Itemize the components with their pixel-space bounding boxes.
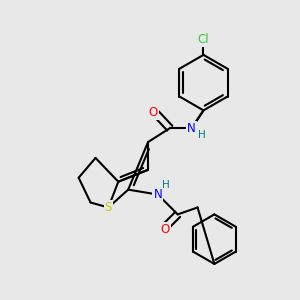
Text: H: H <box>162 180 170 190</box>
Text: N: N <box>187 122 196 135</box>
Text: H: H <box>198 130 206 140</box>
Text: O: O <box>148 106 158 119</box>
Text: Cl: Cl <box>198 32 209 46</box>
Text: S: S <box>105 201 112 214</box>
Text: O: O <box>160 223 170 236</box>
Text: N: N <box>154 188 162 201</box>
